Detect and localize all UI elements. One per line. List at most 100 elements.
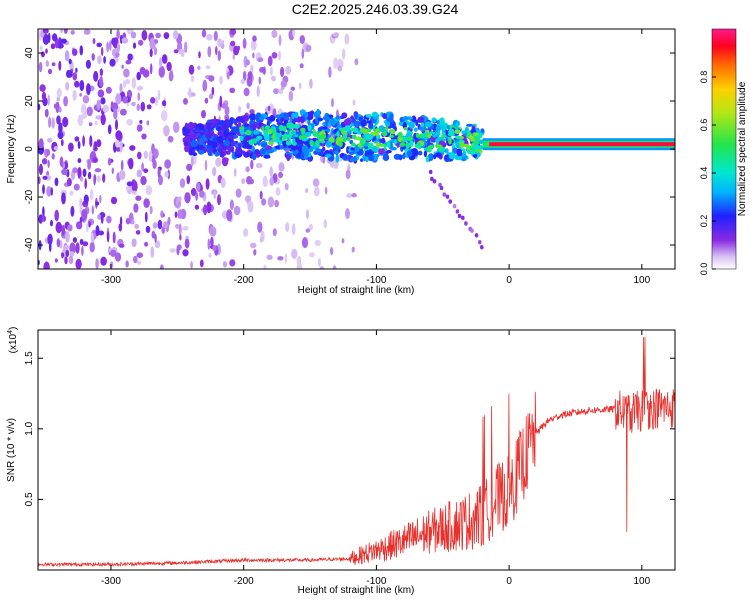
band-cell [332, 150, 340, 155]
noise-cell [330, 247, 334, 256]
noise-cell [79, 92, 83, 97]
noise-cell [208, 252, 212, 258]
noise-cell [126, 102, 129, 107]
noise-cell [72, 89, 77, 101]
noise-cell [278, 171, 283, 179]
noise-cell [150, 246, 155, 258]
noise-cell [41, 91, 47, 101]
noise-cell [42, 33, 50, 45]
noise-cell [38, 61, 43, 73]
colorbar-gradient [711, 28, 737, 270]
band-core-cell [355, 136, 362, 141]
noise-cell [233, 45, 240, 56]
y-tick-label: -40 [24, 237, 35, 252]
noise-cell [47, 94, 50, 106]
noise-cell [56, 96, 60, 102]
noise-cell [131, 77, 136, 89]
band-cell [206, 148, 211, 151]
noise-cell [139, 119, 143, 124]
noise-cell [131, 101, 136, 107]
noise-cell [38, 214, 43, 224]
band-core-cell [294, 134, 299, 138]
noise-cell [136, 86, 144, 91]
noise-cell [129, 145, 136, 151]
y-tick-label: 0.5 [24, 492, 35, 506]
band-cell [327, 121, 332, 127]
noise-cell [305, 209, 310, 220]
band-core-cell [390, 128, 396, 135]
band-core-cell [357, 143, 362, 148]
noise-cell [166, 61, 172, 72]
noise-cell [151, 230, 156, 239]
band-cell [398, 154, 403, 161]
band-cell [385, 121, 391, 127]
noise-cell [110, 249, 117, 257]
noise-cell [278, 50, 281, 61]
band-core-cell [282, 125, 287, 132]
band-cell [336, 115, 340, 120]
noise-cell [41, 215, 47, 222]
noise-cell [54, 209, 59, 222]
noise-cell [249, 109, 255, 115]
colorbar-tick-label: 0.6 [699, 119, 709, 132]
noise-cell [337, 65, 343, 72]
noise-cell [191, 156, 194, 167]
band-cell [402, 116, 409, 121]
band-cell [343, 118, 352, 127]
band-cell [315, 117, 319, 123]
noise-cell [341, 48, 346, 60]
noise-cell [292, 29, 296, 38]
noise-cell [190, 261, 194, 269]
band-cell [480, 128, 485, 133]
band-cell [439, 117, 445, 124]
noise-cell [63, 244, 69, 250]
noise-cell [262, 175, 268, 188]
noise-cell [96, 42, 102, 48]
noise-cell [42, 184, 45, 195]
noise-cell [270, 66, 273, 76]
noise-cell [93, 70, 99, 82]
band-core-cell [338, 127, 345, 132]
noise-cell [163, 221, 169, 229]
noise-cell [118, 243, 125, 248]
noise-cell [341, 238, 345, 244]
band-cell [190, 140, 199, 148]
noise-cell [188, 87, 192, 99]
noise-cell [45, 148, 51, 156]
band-cell [325, 140, 332, 148]
noise-cell [333, 57, 339, 70]
noise-cell [83, 194, 89, 204]
noise-cell [184, 41, 188, 54]
noise-cell [56, 238, 60, 248]
band-core-cell [466, 145, 471, 151]
noise-cell [77, 141, 81, 149]
band-cell [322, 146, 326, 152]
noise-cell [115, 52, 120, 58]
noise-cell [299, 35, 305, 44]
band-core-cell [375, 141, 381, 148]
noise-cell [60, 38, 67, 44]
noise-cell [82, 95, 90, 104]
noise-cell [45, 60, 49, 67]
band-cell [275, 114, 281, 119]
noise-cell [92, 157, 99, 163]
noise-cell [271, 52, 278, 59]
noise-cell [177, 209, 183, 220]
band-cell [249, 113, 255, 121]
band-core-cell [417, 143, 422, 150]
band-core-cell [293, 123, 300, 129]
band-core-cell [312, 131, 319, 137]
noise-cell [164, 171, 169, 178]
colorbar-tick-label: 0.0 [699, 263, 709, 276]
noise-cell [114, 252, 122, 262]
noise-cell [63, 29, 68, 34]
noise-cell [180, 51, 185, 58]
band-cell [190, 149, 194, 155]
band-cell [280, 117, 285, 122]
noise-cell [61, 168, 68, 176]
band-core-cell [268, 128, 273, 134]
noise-cell [111, 102, 119, 111]
band-core-cell [253, 129, 259, 135]
